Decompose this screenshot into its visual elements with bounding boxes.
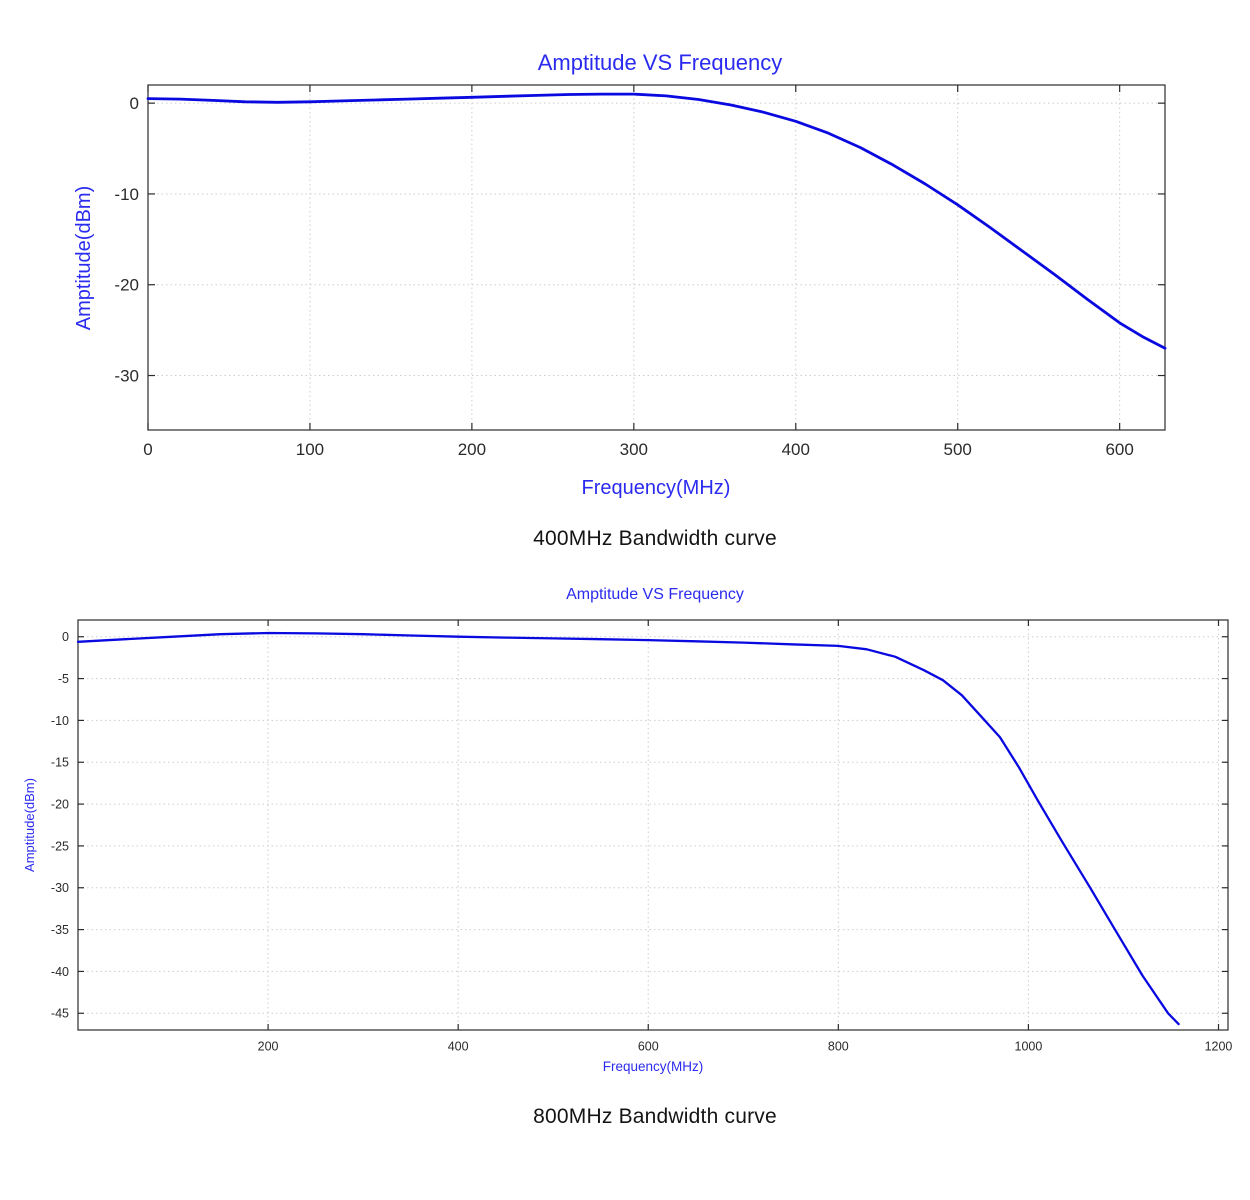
- y-axis-label: Amptitude(dBm): [22, 778, 37, 872]
- svg-text:0: 0: [130, 94, 139, 113]
- svg-text:1000: 1000: [1015, 1040, 1043, 1054]
- svg-text:800: 800: [828, 1040, 849, 1054]
- y-axis-label: Amptitude(dBm): [73, 186, 95, 331]
- data-curve-0: [146, 92, 1167, 350]
- svg-text:400: 400: [782, 440, 810, 459]
- svg-text:-15: -15: [51, 756, 69, 770]
- chart-title: Amptitude VS Frequency: [566, 586, 744, 603]
- svg-text:-40: -40: [51, 965, 69, 979]
- svg-text:600: 600: [1105, 440, 1133, 459]
- svg-text:400: 400: [448, 1040, 469, 1054]
- x-axis-label: Frequency(MHz): [582, 477, 731, 499]
- svg-text:-20: -20: [114, 276, 139, 295]
- svg-text:-10: -10: [114, 185, 139, 204]
- data-curve-1: [76, 631, 1180, 1026]
- svg-text:-30: -30: [114, 366, 139, 385]
- svg-text:1200: 1200: [1205, 1040, 1233, 1054]
- svg-text:0: 0: [62, 630, 69, 644]
- svg-text:500: 500: [944, 440, 972, 459]
- svg-text:-45: -45: [51, 1007, 69, 1021]
- svg-text:-5: -5: [58, 672, 69, 686]
- svg-text:-30: -30: [51, 881, 69, 895]
- svg-text:200: 200: [258, 1040, 279, 1054]
- svg-text:200: 200: [458, 440, 486, 459]
- x-axis-label: Frequency(MHz): [603, 1059, 704, 1074]
- svg-text:100: 100: [296, 440, 324, 459]
- svg-text:-35: -35: [51, 923, 69, 937]
- svg-text:0: 0: [143, 440, 152, 459]
- plot-800mhz: Amptitude VS Frequency Frequency(MHz) Am…: [22, 586, 1233, 1074]
- svg-text:-10: -10: [51, 714, 69, 728]
- chart-title: Amptitude VS Frequency: [538, 50, 783, 75]
- chart-caption: 400MHz Bandwidth curve: [533, 527, 777, 550]
- plot-400mhz: Amptitude VS Frequency Frequency(MHz) Am…: [73, 50, 1167, 499]
- svg-text:300: 300: [620, 440, 648, 459]
- svg-text:600: 600: [638, 1040, 659, 1054]
- svg-text:-25: -25: [51, 839, 69, 853]
- svg-text:-20: -20: [51, 797, 69, 811]
- chart-caption: 800MHz Bandwidth curve: [533, 1105, 777, 1128]
